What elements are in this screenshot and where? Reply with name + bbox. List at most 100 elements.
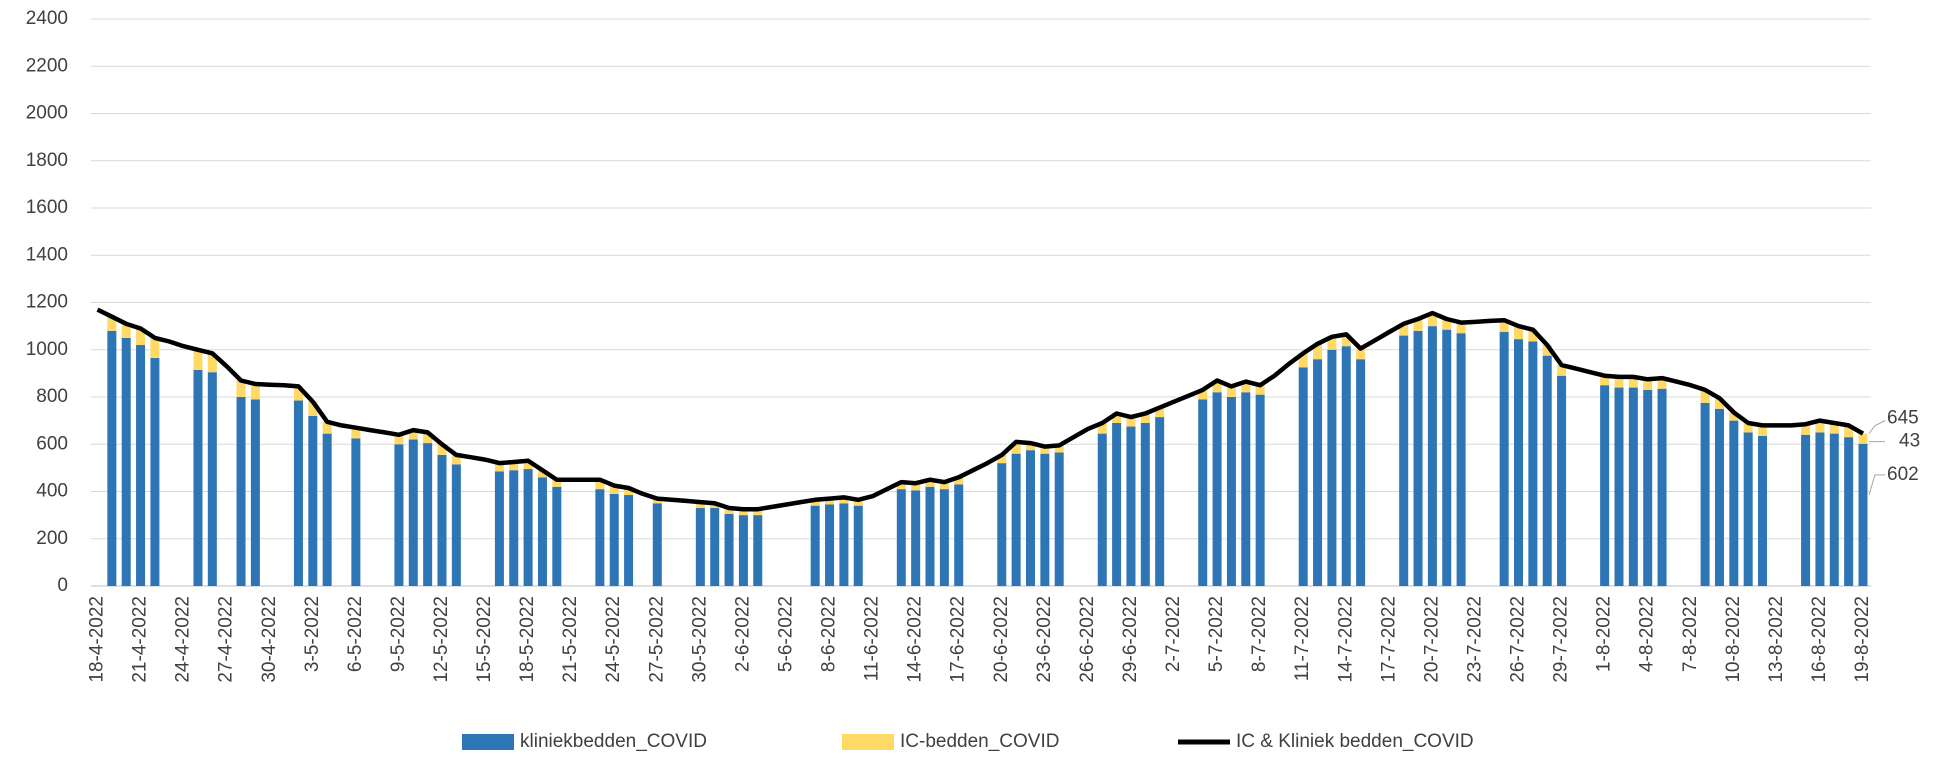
x-tick-label: 11-6-2022 bbox=[862, 596, 883, 681]
bar bbox=[494, 463, 504, 472]
bar bbox=[954, 477, 964, 485]
legend-swatch bbox=[462, 734, 514, 750]
data-label: 645 bbox=[1887, 408, 1919, 429]
bar bbox=[1801, 434, 1811, 586]
legend-swatch bbox=[842, 734, 894, 750]
data-label: 43 bbox=[1899, 431, 1920, 452]
bar bbox=[1011, 441, 1021, 454]
bar bbox=[1815, 432, 1825, 586]
x-tick-label: 9-5-2022 bbox=[388, 596, 409, 672]
bar bbox=[1097, 422, 1107, 434]
bar bbox=[925, 486, 935, 586]
x-tick-label: 1-8-2022 bbox=[1594, 596, 1615, 672]
bar bbox=[437, 454, 447, 586]
bar bbox=[1514, 339, 1524, 586]
x-tick-label: 3-5-2022 bbox=[302, 596, 323, 672]
y-tick-label: 800 bbox=[36, 386, 68, 407]
bar bbox=[1542, 345, 1552, 356]
y-tick-label: 1400 bbox=[26, 244, 68, 265]
bar bbox=[509, 470, 519, 586]
line bbox=[96, 307, 1865, 512]
bar bbox=[1025, 450, 1035, 586]
bar bbox=[351, 438, 361, 586]
bar bbox=[939, 489, 949, 586]
bar bbox=[1442, 329, 1452, 586]
x-tick-label: 13-8-2022 bbox=[1766, 596, 1787, 683]
bar bbox=[523, 460, 533, 470]
x-tick-label: 18-4-2022 bbox=[87, 596, 108, 683]
x-tick-label: 2-6-2022 bbox=[732, 596, 753, 672]
x-tick-label: 30-5-2022 bbox=[689, 596, 710, 683]
y-tick-label: 0 bbox=[57, 575, 68, 596]
x-tick-label: 20-7-2022 bbox=[1421, 596, 1442, 683]
bar bbox=[810, 505, 820, 586]
bar bbox=[1298, 353, 1308, 368]
bar bbox=[552, 479, 562, 487]
bar bbox=[954, 484, 964, 586]
x-tick-label: 23-6-2022 bbox=[1034, 596, 1055, 683]
bar bbox=[1427, 313, 1437, 327]
bar bbox=[1528, 341, 1538, 586]
y-tick-label: 1200 bbox=[26, 292, 68, 313]
bar bbox=[753, 509, 763, 516]
bar bbox=[825, 498, 835, 505]
bar bbox=[1858, 443, 1868, 586]
bar bbox=[423, 432, 433, 444]
bar bbox=[1829, 422, 1839, 434]
bar bbox=[1829, 433, 1839, 586]
bar bbox=[1844, 425, 1854, 438]
bar bbox=[136, 328, 146, 346]
bar bbox=[609, 485, 619, 494]
bar bbox=[1356, 359, 1366, 586]
bar bbox=[1499, 320, 1509, 333]
bar bbox=[724, 513, 734, 586]
bar bbox=[451, 454, 461, 465]
bar bbox=[853, 499, 863, 506]
bar bbox=[839, 503, 849, 586]
bar bbox=[1298, 367, 1308, 586]
bar bbox=[1054, 445, 1064, 453]
bar bbox=[1140, 422, 1150, 586]
x-tick-label: 7-8-2022 bbox=[1680, 596, 1701, 672]
bar bbox=[293, 400, 303, 586]
bar bbox=[997, 454, 1007, 464]
x-tick-label: 30-4-2022 bbox=[259, 596, 280, 683]
x-tick-label: 19-8-2022 bbox=[1852, 596, 1873, 683]
x-tick-label: 20-6-2022 bbox=[991, 596, 1012, 683]
bar bbox=[1614, 387, 1624, 586]
bar bbox=[1628, 376, 1638, 388]
bar bbox=[710, 508, 720, 586]
bar bbox=[236, 397, 246, 586]
bar bbox=[1714, 408, 1724, 586]
x-tick-label: 14-6-2022 bbox=[905, 596, 926, 683]
bar bbox=[1212, 392, 1222, 586]
bar bbox=[1241, 392, 1251, 586]
x-tick-label: 5-6-2022 bbox=[775, 596, 796, 672]
bar bbox=[351, 427, 361, 439]
y-tick-label: 2400 bbox=[26, 8, 68, 29]
bar bbox=[853, 505, 863, 586]
bar bbox=[1499, 332, 1509, 586]
bar bbox=[1815, 420, 1825, 433]
bar bbox=[911, 483, 921, 491]
bar bbox=[1528, 329, 1538, 342]
bar bbox=[1729, 420, 1739, 586]
bar bbox=[394, 444, 404, 586]
bar bbox=[1657, 388, 1667, 586]
bar bbox=[308, 401, 318, 416]
bar bbox=[107, 316, 117, 331]
bar bbox=[322, 421, 332, 434]
x-tick-label: 8-6-2022 bbox=[819, 596, 840, 672]
bar bbox=[738, 515, 748, 586]
x-tick-label: 26-7-2022 bbox=[1508, 596, 1529, 683]
bar bbox=[997, 463, 1007, 586]
bar bbox=[1657, 378, 1667, 389]
bar bbox=[1456, 333, 1466, 586]
bar bbox=[1313, 343, 1323, 360]
bar bbox=[609, 493, 619, 586]
x-tick-label: 26-6-2022 bbox=[1077, 596, 1098, 683]
bar bbox=[1758, 425, 1768, 436]
bar bbox=[236, 380, 246, 397]
x-tick-label: 14-7-2022 bbox=[1335, 596, 1356, 683]
x-tick-label: 24-5-2022 bbox=[603, 596, 624, 683]
